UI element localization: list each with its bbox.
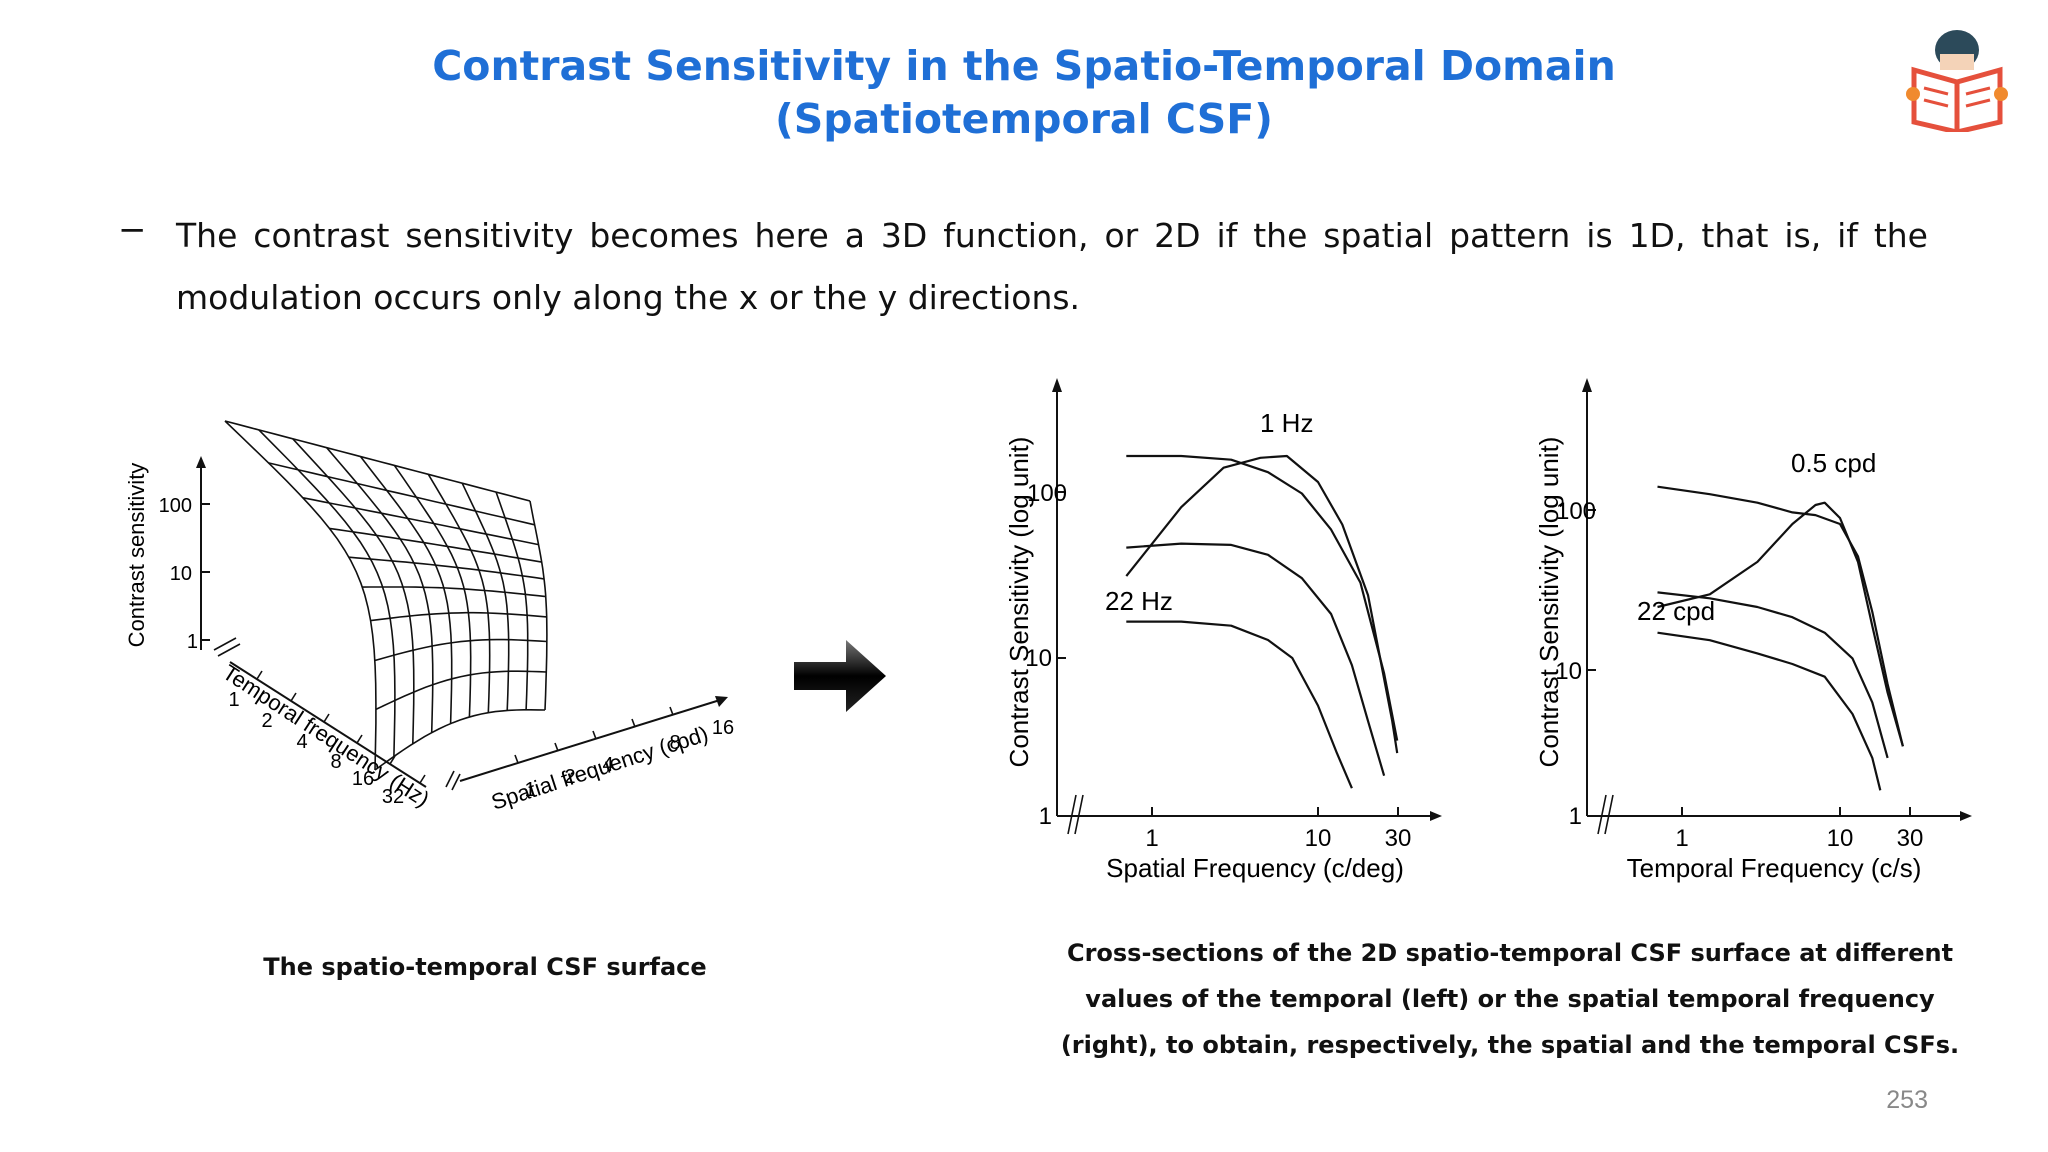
chart1-series-line-2 — [1126, 542, 1386, 777]
z-axis-arrowhead — [196, 456, 206, 468]
chart1-x-tick-30: 30 — [1385, 825, 1412, 852]
surface-mesh-line-temporal-2 — [292, 438, 415, 744]
surface-mesh-line-temporal-0 — [224, 420, 377, 771]
chart1-x-label: Spatial Frequency (c/deg) — [1106, 853, 1404, 883]
spatial-tick-2: 2 — [564, 766, 575, 788]
chart1-annotation-1hz: 1 Hz — [1260, 408, 1313, 438]
chart1-y-arrowhead — [1052, 378, 1062, 392]
chart2-y-arrowhead — [1582, 378, 1592, 392]
spatial-axis-line — [459, 699, 721, 782]
surface-mesh-line-temporal-7 — [461, 482, 510, 711]
chart2-x-tick-10: 10 — [1827, 825, 1854, 852]
spatial-tick-16: 16 — [712, 717, 734, 739]
surface-mesh-line-spatial-9 — [374, 708, 546, 771]
surface-mesh-line-temporal-3 — [326, 447, 434, 733]
surface-mesh-line-spatial-0 — [224, 420, 531, 502]
z-axis-label: Contrast sensitivity — [124, 463, 149, 648]
right-arrow-icon — [794, 640, 886, 712]
surface-mesh-line-temporal-6 — [427, 473, 491, 713]
chart2-y-tick-100: 100 — [1556, 498, 1596, 525]
z-tick-100: 100 — [159, 495, 192, 517]
csf-surface-3d-figure: 100 10 1 Contrast sensitivity 1 2 4 8 16… — [124, 420, 734, 815]
surface-caption: The spatio-temporal CSF surface — [263, 953, 707, 981]
chart1-x-arrowhead — [1430, 811, 1442, 821]
surface-mesh-line-spatial-2 — [302, 497, 539, 546]
spatial-axis-label: Spatial frequency (cpd) — [488, 721, 711, 815]
surface-mesh-line-spatial-8 — [375, 670, 547, 711]
chart2-annotation-22cpd: 22 cpd — [1637, 596, 1715, 626]
spatial-tick-4: 4 — [602, 754, 613, 776]
cross-sections-caption: Cross-sections of the 2D spatio-temporal… — [1050, 930, 1970, 1068]
chart1-y-tick-1: 1 — [1039, 803, 1052, 830]
z-tick-10: 10 — [170, 563, 192, 585]
surface-mesh-line-spatial-4 — [348, 556, 545, 580]
chart2-series-line-2 — [1657, 591, 1889, 759]
chart2-series-line-1 — [1657, 501, 1904, 747]
chart2-series — [1657, 485, 1904, 791]
chart2-series-line-0 — [1657, 485, 1904, 747]
surface-mesh-line-temporal-9 — [529, 500, 548, 711]
surface-mesh-line-spatial-3 — [329, 527, 542, 563]
bullet-text: The contrast sensitivity becomes here a … — [176, 216, 1928, 317]
spatial-tick-1: 1 — [524, 779, 535, 801]
spatial-axis-arrowhead — [715, 696, 728, 707]
surface-mesh-line-temporal-4 — [359, 456, 453, 724]
chart2-x-label: Temporal Frequency (c/s) — [1627, 853, 1922, 883]
surface-mesh-line-temporal-5 — [393, 464, 472, 718]
chart1-x-tick-1: 1 — [1145, 825, 1158, 852]
surface-mesh-line-temporal-8 — [495, 491, 529, 710]
temporal-csf-chart: 1 10 100 1 10 30 Temporal Frequency (c/s… — [1534, 378, 1972, 883]
cross-sections-caption-line-1: Cross-sections of the 2D spatio-temporal… — [1066, 939, 1954, 967]
surface-mesh-line-spatial-7 — [374, 638, 547, 662]
chart1-x-tick-10: 10 — [1305, 825, 1332, 852]
chart2-y-tick-1: 1 — [1569, 803, 1582, 830]
temporal-tick-16: 16 — [352, 768, 374, 790]
reading-person-logo-icon — [1906, 30, 2008, 132]
chart2-y-tick-10: 10 — [1555, 658, 1582, 685]
surface-mesh-line-spatial-5 — [362, 586, 546, 598]
chart1-series-line-1 — [1126, 454, 1399, 741]
chart1-y-tick-100: 100 — [1027, 480, 1067, 507]
chart2-x-arrowhead — [1960, 811, 1972, 821]
chart1-series-line-3 — [1126, 620, 1353, 789]
temporal-tick-32: 32 — [382, 786, 404, 808]
spatial-tick-8: 8 — [669, 732, 680, 754]
chart2-x-tick-1: 1 — [1675, 825, 1688, 852]
chart1-y-tick-10: 10 — [1025, 645, 1052, 672]
chart2-annotation-05cpd: 0.5 cpd — [1791, 448, 1876, 478]
csf-surface-mesh — [224, 420, 548, 771]
z-tick-1: 1 — [187, 631, 198, 653]
cross-sections-caption-line-3: (right), to obtain, respectively, the sp… — [1060, 1031, 1960, 1059]
temporal-tick-4: 4 — [296, 731, 307, 753]
surface-mesh-line-spatial-1 — [268, 462, 535, 526]
page-number: 253 — [1886, 1086, 1928, 1114]
cross-sections-caption-line-2: values of the temporal (left) or the spa… — [1085, 985, 1935, 1013]
temporal-axis-label: Temporal frequency (Hz) — [218, 660, 434, 812]
chart1-series — [1125, 454, 1399, 789]
temporal-tick-1: 1 — [228, 689, 239, 711]
chart1-annotation-22hz: 22 Hz — [1105, 586, 1173, 616]
spatial-csf-chart: 1 10 100 1 10 30 Spatial Frequency (c/de… — [1004, 378, 1442, 883]
chart2-series-line-3 — [1657, 631, 1882, 791]
temporal-tick-8: 8 — [330, 751, 341, 773]
slide-title-line-2: (Spatiotemporal CSF) — [774, 95, 1274, 143]
bullet-marker: − — [118, 210, 147, 250]
chart2-x-tick-30: 30 — [1897, 825, 1924, 852]
slide-title: Contrast Sensitivity in the Spatio-Tempo… — [0, 40, 2048, 146]
surface-mesh-line-temporal-1 — [258, 429, 396, 757]
temporal-axis-line — [229, 661, 427, 788]
surface-mesh-line-spatial-6 — [370, 611, 547, 622]
slide-title-line-1: Contrast Sensitivity in the Spatio-Tempo… — [432, 42, 1616, 90]
chart1-y-label: Contrast Sensitivity (log unit) — [1004, 437, 1034, 768]
chart2-y-label: Contrast Sensitivity (log unit) — [1534, 437, 1564, 768]
temporal-tick-2: 2 — [261, 710, 272, 732]
